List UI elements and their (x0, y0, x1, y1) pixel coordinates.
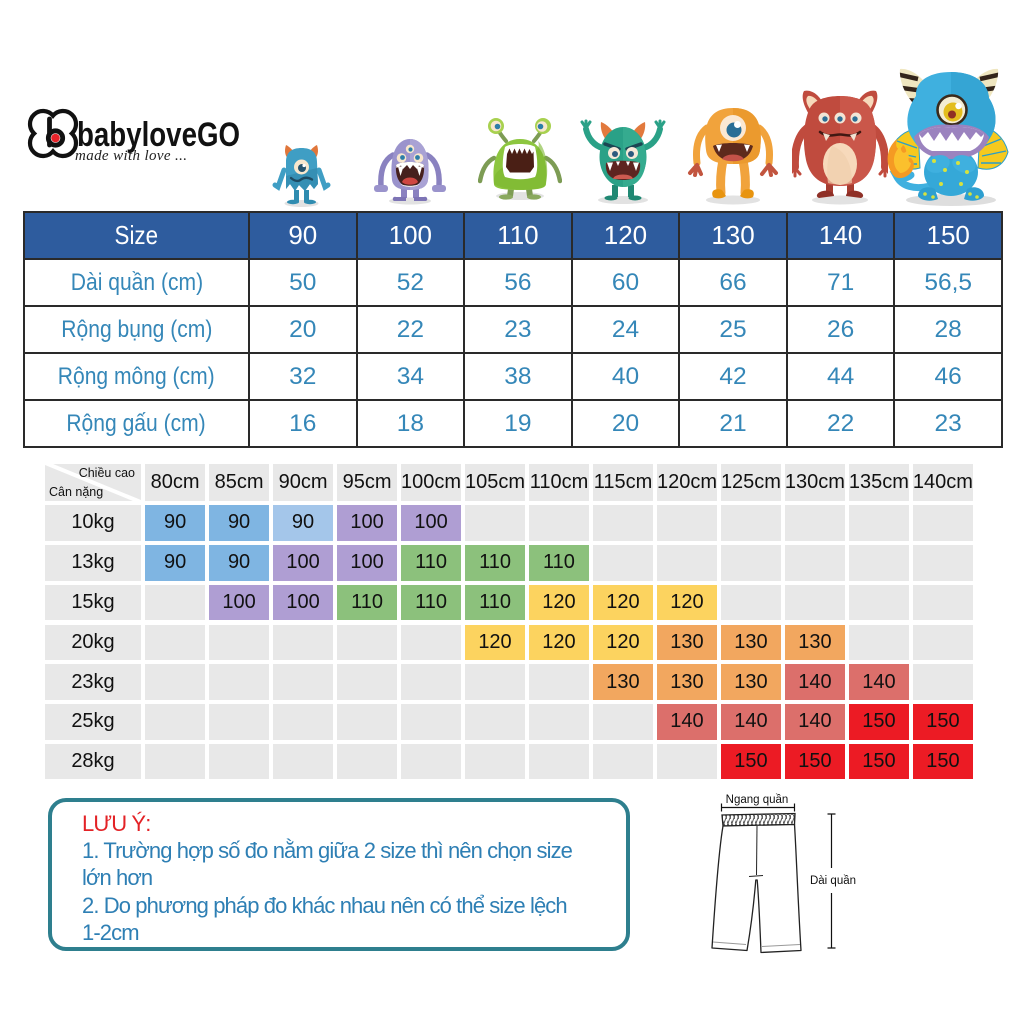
svg-text:Ngang quần: Ngang quần (726, 794, 789, 806)
svg-text:babyloveGO: babyloveGO (77, 116, 240, 154)
svg-text:Dài quần: Dài quần (810, 875, 856, 887)
svg-text:made with love ...: made with love ... (75, 148, 187, 164)
